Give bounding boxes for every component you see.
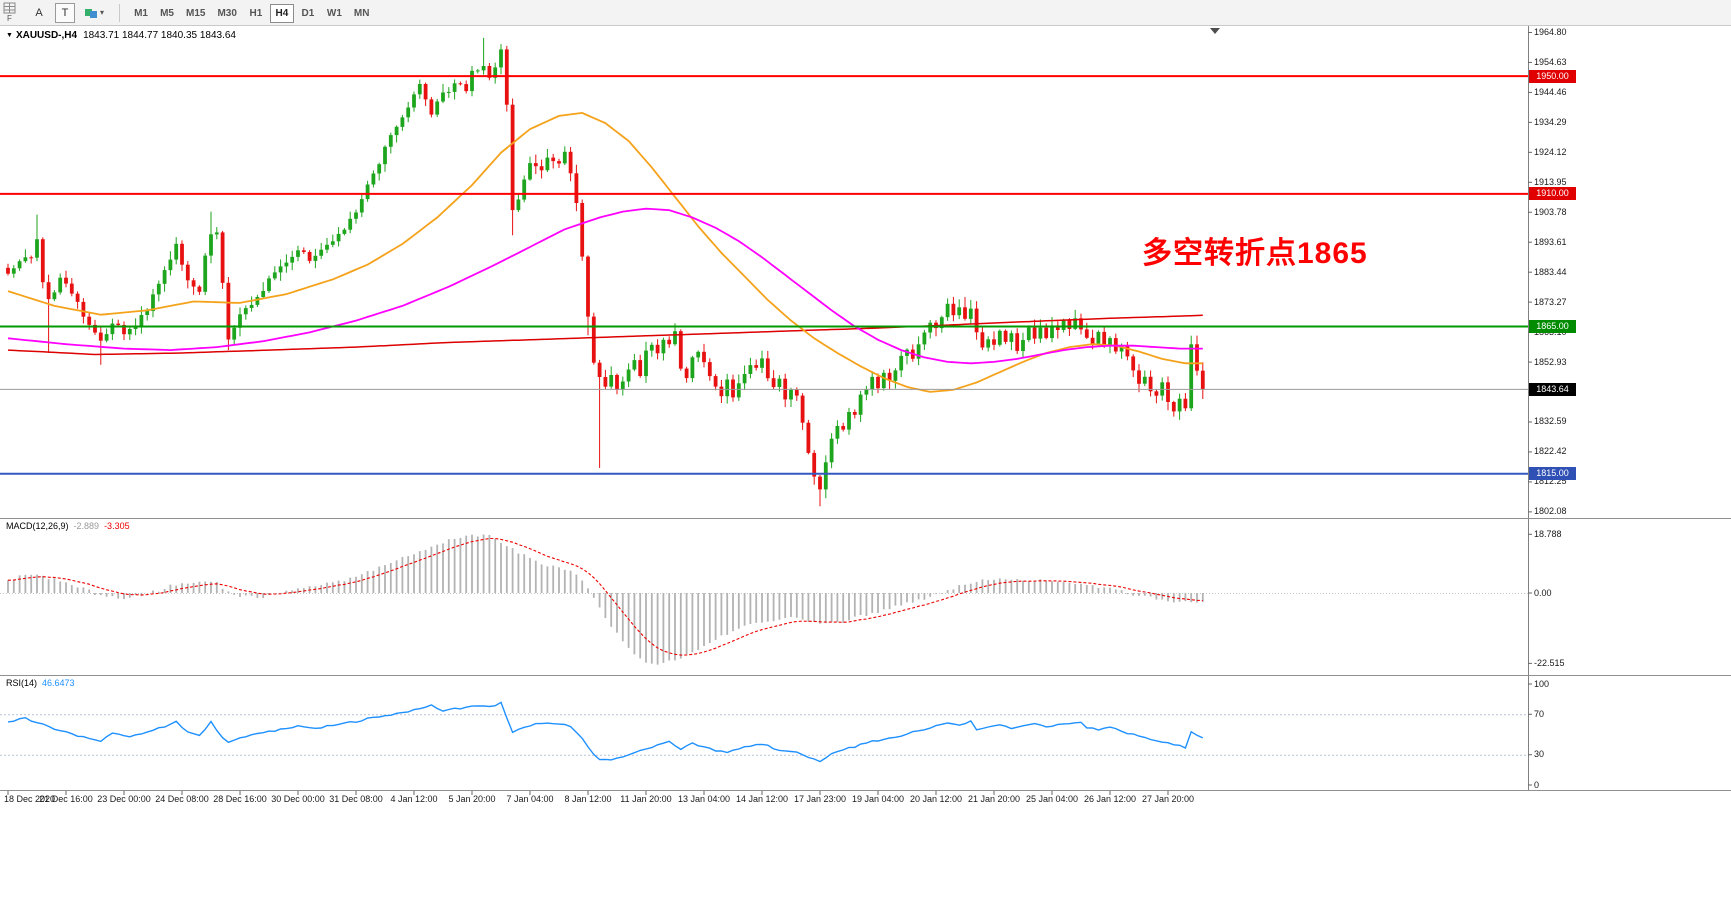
chart-shift-marker-icon [1210,28,1220,34]
collapse-triangle-icon: ▼ [6,32,13,39]
macd-main-value: -2.889 [73,521,100,531]
timeframe-button-m1[interactable]: M1 [129,4,153,23]
macd-signal-line [7,537,1203,656]
toolbar: F A T ▾ M1 M5 M15 M30 H1 H4 D1 W1 MN [0,0,1731,26]
macd-panel-layer [0,534,1528,665]
frame-layer [0,26,1731,795]
ohlc-values: 1843.71 1844.77 1840.35 1843.64 [83,30,236,41]
rsi-value: 46.6473 [42,678,75,688]
level-lines-layer [0,75,1528,475]
ma_magenta-line [7,207,1203,365]
timeframe-button-w1[interactable]: W1 [322,4,347,23]
macd-name: MACD(12,26,9) [6,521,69,531]
timeframe-button-m15[interactable]: M15 [181,4,210,23]
text-tool-button[interactable]: T [55,2,75,23]
timeframe-button-h4[interactable]: H4 [269,3,294,23]
timeframe-group: M1 M5 M15 M30 H1 H4 D1 W1 MN [128,3,375,23]
rsi-line [7,701,1204,763]
symbol-period-label: XAUUSD-,H4 [15,30,78,41]
timeframe-button-m30[interactable]: M30 [212,4,241,23]
label-tool-button[interactable]: A [29,3,49,23]
chevron-down-icon: ▾ [100,8,105,17]
macd-signal-value: -3.305 [104,521,130,531]
candles-layer [6,37,1205,507]
objects-palette-icon [85,9,92,16]
chart-annotation-text[interactable]: 多空转折点1865 [1142,237,1368,270]
timeframe-button-mn[interactable]: MN [349,4,375,23]
rsi-name: RSI(14) [6,678,38,688]
timeframe-button-h1[interactable]: H1 [244,4,268,23]
chart-grid-icon[interactable] [3,2,17,15]
chart-title: ▼ XAUUSD-,H4 1843.71 1844.77 1840.35 1843.… [6,30,236,41]
objects-palette-icon-2 [90,11,97,18]
ma_red-line [7,314,1203,356]
objects-dropdown-button[interactable]: ▾ [81,3,108,23]
toolbar-f-label: F [7,14,12,23]
rsi-indicator-label: RSI(14) 46.6473 [6,678,75,688]
moving-averages-layer [7,111,1203,393]
timeframe-button-m5[interactable]: M5 [155,4,179,23]
ma_orange-line [7,111,1203,393]
toolbar-separator [119,3,121,22]
macd-indicator-label: MACD(12,26,9) -2.889 -3.305 [6,521,130,531]
timeframe-button-d1[interactable]: D1 [296,4,320,23]
rsi-panel-layer [0,701,1528,763]
